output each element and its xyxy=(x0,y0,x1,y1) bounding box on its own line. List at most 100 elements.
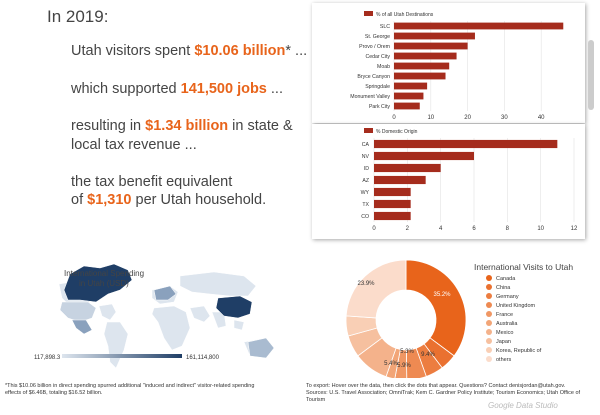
legend-entry: Japan xyxy=(496,339,511,345)
category-label: AZ xyxy=(362,178,369,184)
stat-household: of $1,310 per Utah household. xyxy=(71,191,266,209)
legend-dot xyxy=(486,329,492,335)
x-tick-label: 10 xyxy=(537,226,544,232)
donut-title: International Visits to Utah xyxy=(474,262,573,272)
map-title-line2: in Utah (USD) xyxy=(79,279,129,288)
stat-text: * ... xyxy=(285,43,308,59)
map-region-mexico xyxy=(71,319,93,335)
x-tick-label: 0 xyxy=(372,226,376,232)
legend-dot xyxy=(486,347,492,353)
bar[interactable] xyxy=(394,82,428,90)
legend-entry: United Kingdom xyxy=(496,303,536,309)
stat-tax-line2: local tax revenue ... xyxy=(71,137,197,153)
x-tick-label: 8 xyxy=(506,226,510,232)
legend-entry: France xyxy=(496,312,513,318)
category-label: Moab xyxy=(377,64,390,70)
legend-entry: others xyxy=(496,357,512,363)
stat-highlight: $1,310 xyxy=(87,192,132,208)
x-tick-label: 40 xyxy=(538,115,545,121)
stat-text: which supported xyxy=(71,81,181,97)
bar[interactable] xyxy=(394,22,564,30)
bar[interactable] xyxy=(374,139,558,149)
footer-note: *This $10.06 billion in direct spending … xyxy=(5,383,295,397)
x-tick-label: 2 xyxy=(406,226,410,232)
stat-jobs: which supported 141,500 jobs ... xyxy=(71,80,283,98)
donut-percent-label: 5.3% xyxy=(400,349,414,355)
bar[interactable] xyxy=(374,151,474,161)
legend-entry: Korea, Republic of xyxy=(496,348,542,354)
x-tick-label: 20 xyxy=(464,115,471,121)
scrollbar[interactable] xyxy=(588,40,594,110)
legend-label: % of all Utah Destinations xyxy=(376,12,434,18)
map-region xyxy=(151,305,191,351)
map-region-canada xyxy=(63,263,133,303)
bar[interactable] xyxy=(374,187,411,197)
category-label: NV xyxy=(362,154,370,160)
legend-entry: China xyxy=(496,285,511,291)
stat-household-line1: the tax benefit equivalent xyxy=(71,174,233,190)
category-label: SLC xyxy=(380,24,390,30)
stat-text: of xyxy=(71,192,88,208)
category-label: WY xyxy=(361,190,370,196)
x-tick-label: 30 xyxy=(501,115,508,121)
map-region-europe xyxy=(153,285,177,301)
category-label: Cedar City xyxy=(365,54,390,60)
origin-bar-chart[interactable]: % Domestic Origin 0 2 4 6 8 10 12 CA NV ID AZ WY TX CO xyxy=(312,124,585,239)
destinations-bar-chart[interactable]: % of all Utah Destinations 0 10 20 30 40 SLC St… xyxy=(312,3,585,123)
stat-tax: resulting in $1.34 billion in state & xyxy=(71,117,293,135)
stat-highlight: $10.06 billion xyxy=(194,43,286,59)
map-region xyxy=(189,305,211,323)
bar[interactable] xyxy=(394,52,457,60)
legend-entry: Canada xyxy=(496,276,516,282)
category-label: CO xyxy=(361,214,369,220)
world-map[interactable]: International Spending in Utah (USD) 117… xyxy=(4,250,294,380)
donut-percent-label: 5.9% xyxy=(397,363,411,369)
intl-visits-donut[interactable]: 35.2% 23.9% 9.4% 5.9%5.4%5.3% International … xyxy=(300,248,590,381)
bar[interactable] xyxy=(374,175,426,185)
bar[interactable] xyxy=(394,72,446,80)
bar[interactable] xyxy=(394,42,468,50)
footer-export-text: To export: Hover over the data, then cli… xyxy=(306,383,566,389)
year-heading: In 2019: xyxy=(47,7,109,26)
map-region-australia xyxy=(247,337,275,359)
stat-highlight: 141,500 jobs xyxy=(180,81,267,97)
map-scale-max: 161,114,800 xyxy=(186,355,220,361)
spending-map[interactable]: International Spending in Utah (USD) 117… xyxy=(4,250,294,380)
donut-percent-label: 9.4% xyxy=(421,352,435,358)
stat-text: resulting in xyxy=(71,118,146,134)
footer-note-line: *This $10.06 billion in direct spending … xyxy=(5,383,255,389)
footer-note-line: effects of $6.46B, totaling $16.52 billi… xyxy=(5,390,103,396)
bar[interactable] xyxy=(394,32,475,40)
bar[interactable] xyxy=(394,102,420,110)
stat-text: per Utah household. xyxy=(131,192,267,208)
legend-dot xyxy=(486,302,492,308)
donut-slice[interactable] xyxy=(345,259,407,319)
category-label: Park City xyxy=(369,104,390,110)
legend-dot xyxy=(486,284,492,290)
bar[interactable] xyxy=(394,62,450,70)
bar[interactable] xyxy=(394,92,424,100)
legend-entry: Australia xyxy=(496,321,518,327)
stat-text: in state & xyxy=(228,118,293,134)
legend-dot xyxy=(486,356,492,362)
legend-dot xyxy=(486,311,492,317)
category-label: Provo / Orem xyxy=(359,44,390,50)
stat-text: ... xyxy=(266,81,283,97)
legend-label: % Domestic Origin xyxy=(376,129,418,135)
map-scale-min: 117,898.3 xyxy=(34,355,61,361)
bar[interactable] xyxy=(374,199,411,209)
map-region xyxy=(103,321,129,369)
bar[interactable] xyxy=(374,211,411,221)
map-region-usa xyxy=(59,301,97,323)
category-label: CA xyxy=(362,142,370,148)
legend-dot xyxy=(486,338,492,344)
legend-swatch xyxy=(364,11,373,16)
donut-percent-label: 35.2% xyxy=(433,292,451,298)
map-title-line1: International Spending xyxy=(64,269,144,278)
donut-slice[interactable] xyxy=(405,259,467,357)
brand-watermark: Google Data Studio xyxy=(488,401,558,410)
x-tick-label: 10 xyxy=(427,115,434,121)
origin-chart-card: % Domestic Origin 0 2 4 6 8 10 12 CA NV ID AZ WY TX CO xyxy=(312,124,585,239)
bar[interactable] xyxy=(374,163,441,173)
x-tick-label: 12 xyxy=(571,226,578,232)
